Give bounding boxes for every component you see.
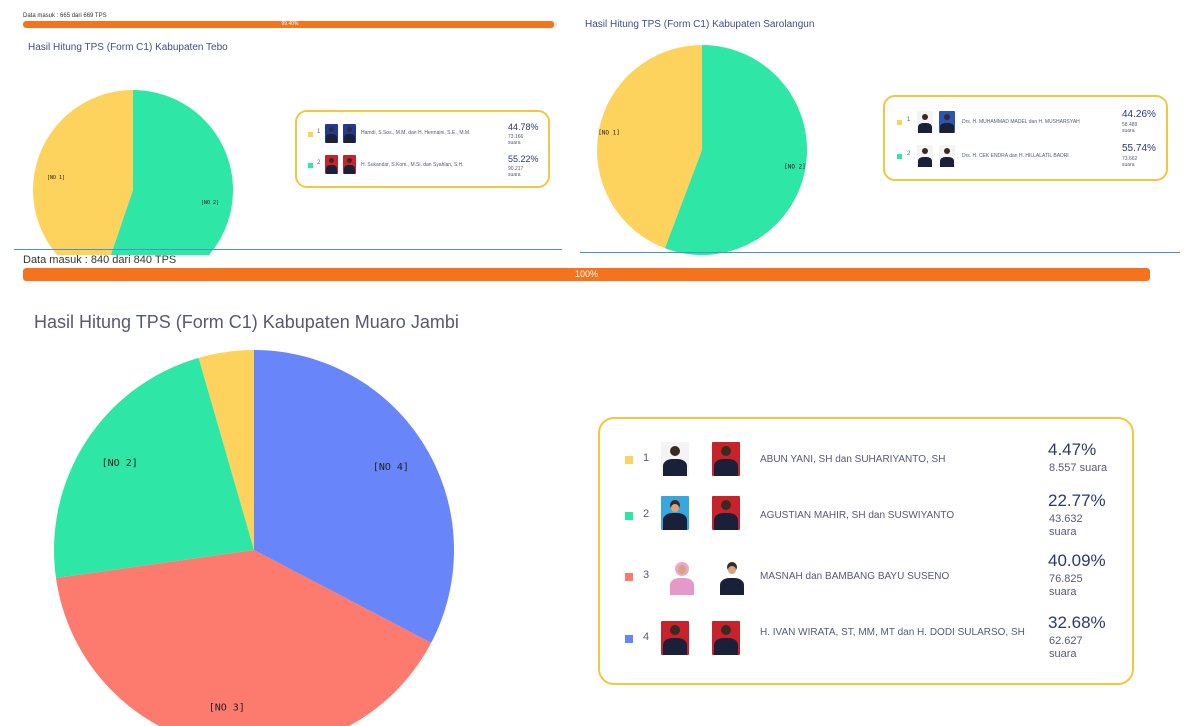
candidate-votes: 90.217 suara [508, 166, 524, 178]
pie-slice-label: [NO 1] [47, 175, 65, 181]
pie-slice[interactable] [198, 350, 254, 550]
candidate-photo [661, 496, 689, 530]
candidate-percentage: 40.09% [1048, 551, 1106, 570]
sarolangun-legend: 1 Drs. H. MUHAMMAD MADEL dan H. MUSHARSY… [883, 95, 1168, 181]
legend-row: 2 AGUSTIAN MAHIR, SH dan SUSWIYANTO 22.7… [600, 491, 1132, 541]
muaro-progress-bar: 100% [23, 268, 1150, 281]
legend-swatch [308, 132, 313, 137]
candidate-name: H. Sukandar, S.Kom., M.Si. dan Syahlan, … [361, 162, 464, 168]
candidate-photo [718, 559, 746, 595]
pie-slice[interactable] [597, 45, 702, 249]
tebo-progress-text: 99.40% [281, 21, 299, 27]
candidate-photo [939, 145, 955, 167]
legend-swatch [897, 154, 902, 159]
legend-number: 2 [907, 151, 911, 157]
candidate-photo [661, 621, 689, 655]
candidate-photo [939, 111, 955, 133]
muaro-progress-text: 100% [574, 269, 599, 279]
pie-slice[interactable] [55, 550, 432, 726]
muaro-progress-fill [23, 268, 1150, 281]
muaro-data-status: Data masuk : 840 dari 840 TPS [23, 254, 177, 266]
legend-number: 2 [643, 508, 650, 520]
tebo-progress-fill [23, 21, 554, 28]
candidate-votes: 8.557 suara [1049, 462, 1108, 474]
legend-number: 2 [317, 160, 321, 166]
pie-slice[interactable] [664, 45, 807, 255]
divider-line [580, 252, 1180, 253]
legend-row: 1 ABUN YANI, SH dan SUHARIYANTO, SH 4.47… [600, 439, 1132, 483]
sarolangun-pie-chart: [NO 1] [NO 2] [597, 45, 807, 255]
candidate-percentage: 55.74% [1122, 143, 1156, 154]
legend-swatch [625, 456, 633, 464]
candidate-photo [712, 621, 740, 655]
legend-number: 1 [643, 452, 650, 464]
muaro-legend: 1 ABUN YANI, SH dan SUHARIYANTO, SH 4.47… [598, 417, 1134, 685]
legend-swatch [625, 635, 633, 643]
candidate-name: Hamdi, S.Sos., M.M. dan H. Hermaini, S.E… [361, 130, 471, 136]
candidate-photo [917, 111, 933, 133]
candidate-votes: 43.632 suara [1049, 513, 1083, 539]
candidate-percentage: 55.22% [508, 154, 539, 164]
muaro-chart-title: Hasil Hitung TPS (Form C1) Kabupaten Mua… [34, 312, 459, 332]
candidate-name: Drs. H. MUHAMMAD MADEL dan H. MUSHARSYAH [962, 119, 1080, 125]
candidate-photo [343, 155, 356, 174]
candidate-votes: 73.662 suara [1122, 156, 1138, 168]
pie-slice-label: [NO 2] [201, 200, 219, 206]
candidate-photo [712, 442, 740, 476]
candidate-percentage: 44.78% [508, 122, 539, 132]
candidate-votes: 62.627 suara [1049, 635, 1083, 661]
legend-row: 1 Drs. H. MUHAMMAD MADEL dan H. MUSHARSY… [885, 107, 1166, 139]
legend-number: 3 [643, 569, 650, 581]
candidate-photo [343, 124, 356, 143]
candidate-photo [668, 559, 696, 595]
pie-slice-label: [NO 4] [373, 462, 409, 473]
legend-number: 1 [317, 129, 321, 135]
legend-swatch [308, 163, 313, 168]
tebo-data-status: Data masuk : 665 dari 669 TPS [23, 13, 107, 19]
tebo-legend: 1 Hamdi, S.Sos., M.M. dan H. Hermaini, S… [295, 110, 550, 188]
legend-row: 4 H. IVAN WIRATA, ST, MM, MT dan H. DODI… [600, 613, 1132, 667]
tebo-pie-chart: [NO 1] [NO 2] [33, 90, 234, 255]
candidate-name: AGUSTIAN MAHIR, SH dan SUSWIYANTO [760, 510, 955, 521]
tebo-chart-title: Hasil Hitung TPS (Form C1) Kabupaten Teb… [28, 42, 228, 53]
candidate-photo [325, 124, 338, 143]
legend-number: 1 [907, 117, 911, 123]
candidate-percentage: 44.26% [1122, 109, 1156, 120]
candidate-name: MASNAH dan BAMBANG BAYU SUSENO [760, 571, 950, 582]
legend-swatch [625, 573, 633, 581]
sarolangun-chart-title: Hasil Hitung TPS (Form C1) Kabupaten Sar… [585, 19, 815, 30]
candidate-photo [325, 155, 338, 174]
candidate-name: H. IVAN WIRATA, ST, MM, MT dan H. DODI S… [760, 627, 1025, 638]
candidate-votes: 58.489 suara [1122, 122, 1138, 134]
candidate-percentage: 4.47% [1048, 440, 1097, 459]
legend-swatch [625, 512, 633, 520]
legend-row: 2 H. Sukandar, S.Kom., M.Si. dan Syahlan… [297, 154, 548, 182]
candidate-name: Drs. H. CEK ENDRA dan H. HILLALATIL BADR… [962, 153, 1069, 159]
legend-row: 3 MASNAH dan BAMBANG BAYU SUSENO 40.09% … [600, 551, 1132, 603]
pie-slice-label: [NO 1] [598, 130, 620, 137]
muaro-pie-chart: [NO 2] [NO 3] [NO 4] [54, 350, 454, 726]
divider-line [14, 249, 562, 250]
pie-slice[interactable] [33, 90, 133, 255]
pie-slice-label: [NO 3] [209, 703, 245, 714]
candidate-percentage: 32.68% [1048, 613, 1106, 632]
legend-number: 4 [643, 631, 650, 643]
legend-swatch [897, 120, 902, 125]
candidate-photo [661, 442, 689, 476]
pie-slice[interactable] [254, 350, 454, 643]
pie-slice-label: [NO 2] [784, 163, 806, 170]
candidate-percentage: 22.77% [1048, 491, 1106, 510]
tebo-progress-bar: 99.40% [23, 21, 557, 28]
legend-row: 2 Drs. H. CEK ENDRA dan H. HILLALATIL BA… [885, 141, 1166, 173]
candidate-photo [712, 496, 740, 530]
candidate-photo [917, 145, 933, 167]
pie-slice[interactable] [101, 90, 234, 255]
candidate-name: ABUN YANI, SH dan SUHARIYANTO, SH [760, 454, 946, 465]
candidate-votes: 76.825 suara [1049, 573, 1083, 599]
legend-row: 1 Hamdi, S.Sos., M.M. dan H. Hermaini, S… [297, 122, 548, 150]
candidate-votes: 73.166 suara [508, 134, 524, 146]
pie-slice-label: [NO 2] [102, 458, 138, 469]
pie-slice[interactable] [54, 357, 254, 579]
